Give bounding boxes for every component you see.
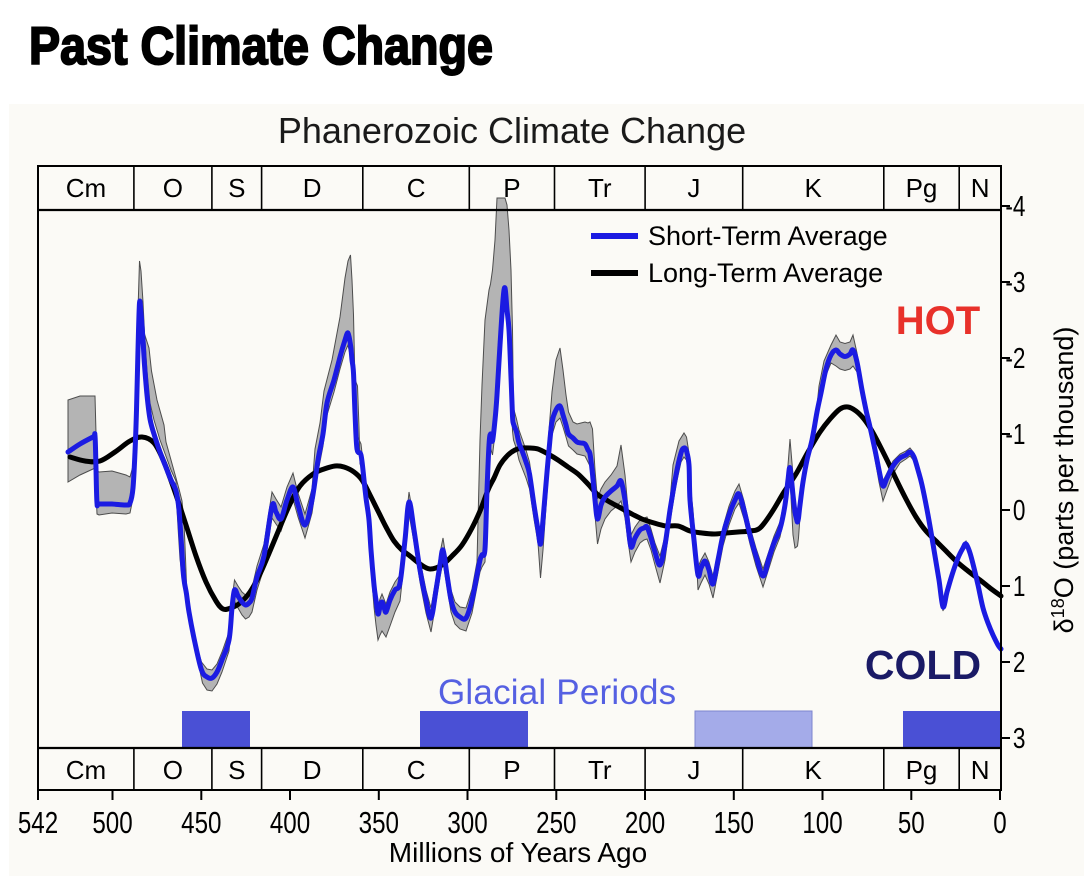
svg-text:2: 2	[1013, 645, 1026, 678]
svg-text:S: S	[228, 173, 245, 203]
svg-text:Long-Term Average: Long-Term Average	[648, 258, 883, 288]
svg-text:Past Climate Change: Past Climate Change	[29, 17, 493, 76]
svg-text:P: P	[503, 755, 520, 785]
svg-text:-3: -3	[1005, 265, 1025, 298]
svg-text:D: D	[303, 173, 322, 203]
svg-text:0: 0	[993, 805, 1006, 840]
svg-text:300: 300	[447, 805, 487, 840]
svg-text:Pg: Pg	[906, 173, 938, 203]
svg-text:O: O	[163, 173, 183, 203]
svg-text:Phanerozoic Climate Change: Phanerozoic Climate Change	[278, 110, 746, 151]
svg-text:Millions of Years Ago: Millions of Years Ago	[389, 837, 647, 868]
svg-text:P: P	[503, 173, 520, 203]
svg-text:HOT: HOT	[896, 299, 980, 343]
svg-text:-1: -1	[1005, 417, 1025, 450]
svg-text:Cm: Cm	[66, 173, 106, 203]
svg-text:3: 3	[1013, 721, 1026, 754]
svg-text:J: J	[687, 173, 700, 203]
svg-text:δ18O (parts per thousand): δ18O (parts per thousand)	[1048, 327, 1079, 634]
svg-text:J: J	[687, 755, 700, 785]
svg-text:D: D	[303, 755, 322, 785]
svg-text:542: 542	[18, 805, 58, 840]
svg-text:150: 150	[714, 805, 754, 840]
svg-text:0: 0	[1013, 493, 1026, 526]
svg-text:1: 1	[1013, 569, 1026, 602]
svg-text:Glacial Periods: Glacial Periods	[438, 673, 676, 712]
svg-text:Short-Term Average: Short-Term Average	[648, 221, 888, 251]
svg-text:250: 250	[536, 805, 576, 840]
svg-text:50: 50	[898, 805, 925, 840]
svg-text:450: 450	[181, 805, 221, 840]
svg-text:K: K	[805, 173, 823, 203]
svg-text:S: S	[228, 755, 245, 785]
svg-text:-4: -4	[1005, 189, 1025, 222]
svg-text:Cm: Cm	[66, 755, 106, 785]
svg-text:100: 100	[802, 805, 842, 840]
svg-text:O: O	[163, 755, 183, 785]
svg-text:Pg: Pg	[906, 755, 938, 785]
svg-text:C: C	[407, 173, 426, 203]
svg-text:COLD: COLD	[865, 642, 981, 688]
svg-text:-2: -2	[1005, 341, 1025, 374]
svg-text:200: 200	[625, 805, 665, 840]
svg-text:K: K	[805, 755, 823, 785]
svg-text:N: N	[971, 173, 990, 203]
svg-text:400: 400	[270, 805, 310, 840]
svg-text:Tr: Tr	[588, 755, 612, 785]
svg-text:500: 500	[92, 805, 132, 840]
svg-text:350: 350	[359, 805, 399, 840]
svg-text:Tr: Tr	[588, 173, 612, 203]
svg-text:C: C	[407, 755, 426, 785]
svg-text:N: N	[971, 755, 990, 785]
